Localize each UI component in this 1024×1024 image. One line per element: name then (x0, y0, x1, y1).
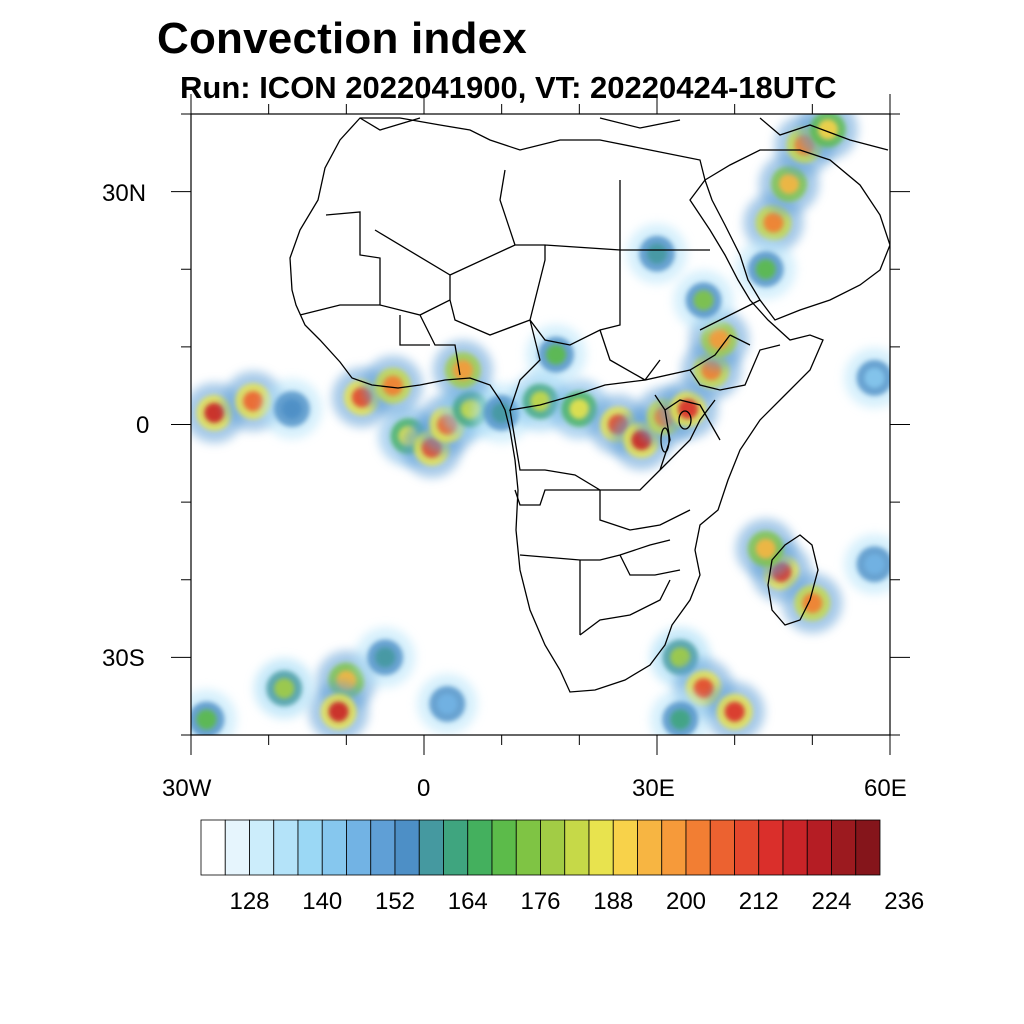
convection-cell (530, 391, 551, 412)
x-tick-label: 60E (864, 775, 907, 802)
convection-cell (670, 709, 691, 730)
convection-cell (274, 678, 295, 699)
colorbar-label: 140 (302, 888, 343, 915)
country-borders (289, 117, 890, 693)
convection-cell (569, 398, 590, 419)
convection-cell (755, 259, 776, 280)
convection-cell (281, 398, 302, 419)
convection-cell (693, 678, 714, 699)
africa-coastline (289, 117, 824, 693)
convection-cell (204, 402, 225, 423)
x-tick-label: 0 (417, 775, 431, 802)
page-title: Convection index (157, 14, 527, 63)
convection-cell (328, 701, 349, 722)
europe-coastline (359, 117, 889, 151)
convection-cell (546, 344, 567, 365)
axis-ticks (171, 94, 910, 755)
colorbar-label: 188 (593, 888, 634, 915)
convection-cell (802, 593, 823, 614)
madagascar-coastline (767, 534, 819, 626)
arabia-coastline (704, 149, 890, 321)
convection-cell (382, 375, 403, 396)
colorbar-label: 176 (520, 888, 561, 915)
convection-cell (647, 243, 667, 264)
y-tick-label: 30S (102, 645, 145, 672)
convection-cell (375, 647, 396, 668)
x-tick-label: 30E (632, 775, 675, 802)
colorbar-label: 128 (229, 888, 270, 915)
x-tick-label: 30W (162, 775, 212, 802)
convection-cell (779, 173, 800, 194)
colorbar-label: 236 (884, 888, 925, 915)
convection-cell (437, 693, 458, 714)
colorbar-label: 212 (738, 888, 779, 915)
colorbar-label: 224 (811, 888, 852, 915)
colorbar-label: 200 (665, 888, 707, 915)
convection-cell (452, 360, 473, 381)
convection-cell (864, 554, 885, 575)
convection-cell (724, 701, 745, 722)
convection-cell (243, 391, 264, 412)
colorbar-label: 164 (447, 888, 488, 915)
convection-cell (693, 290, 714, 311)
convection-cell (763, 212, 784, 233)
convection-cell (864, 367, 885, 388)
convection-cell (491, 402, 512, 423)
convection-cell (678, 398, 699, 419)
convection-cell (670, 647, 691, 668)
convection-field (191, 114, 890, 735)
convection-cell (755, 538, 776, 559)
run-subtitle: Run: ICON 2022041900, VT: 20220424-18UTC (180, 70, 837, 105)
convection-cell (196, 709, 217, 730)
y-tick-label: 30N (102, 180, 147, 207)
convection-cell (817, 119, 838, 140)
convection-cell (709, 329, 730, 350)
border-lines (299, 169, 781, 636)
colorbar-label: 152 (374, 888, 416, 915)
y-tick-label: 0 (136, 412, 150, 439)
